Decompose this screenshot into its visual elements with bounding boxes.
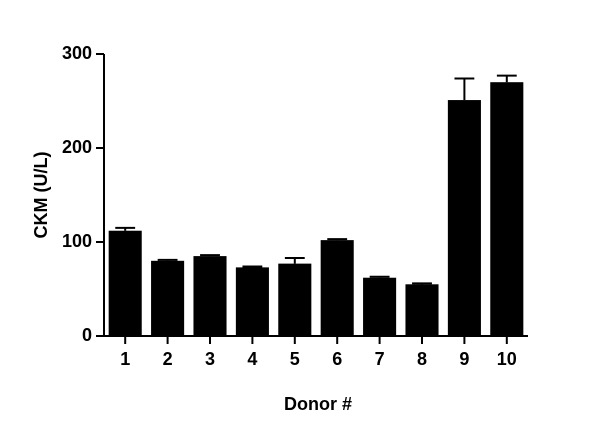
y-tick-label: 200 [62,137,92,157]
bar [363,277,397,336]
bar [151,260,185,336]
bar [447,100,481,336]
y-tick-label: 100 [62,231,92,251]
x-tick-label: 5 [290,349,300,369]
x-axis-label: Donor # [284,394,352,414]
bar [235,267,269,336]
y-axis-label: CKM (U/L) [31,152,51,239]
y-tick-label: 300 [62,43,92,63]
x-tick-label: 8 [417,349,427,369]
x-tick-label: 6 [332,349,342,369]
bar [108,230,142,336]
x-tick-label: 1 [120,349,130,369]
bar [405,284,439,336]
y-tick-label: 0 [82,325,92,345]
x-tick-label: 4 [247,349,257,369]
x-tick-label: 3 [205,349,215,369]
x-tick-label: 9 [459,349,469,369]
x-tick-label: 7 [375,349,385,369]
bar [320,240,354,336]
x-tick-label: 10 [497,349,517,369]
bar [278,263,312,336]
x-tick-label: 2 [163,349,173,369]
bar [193,256,227,336]
bar [490,82,524,336]
